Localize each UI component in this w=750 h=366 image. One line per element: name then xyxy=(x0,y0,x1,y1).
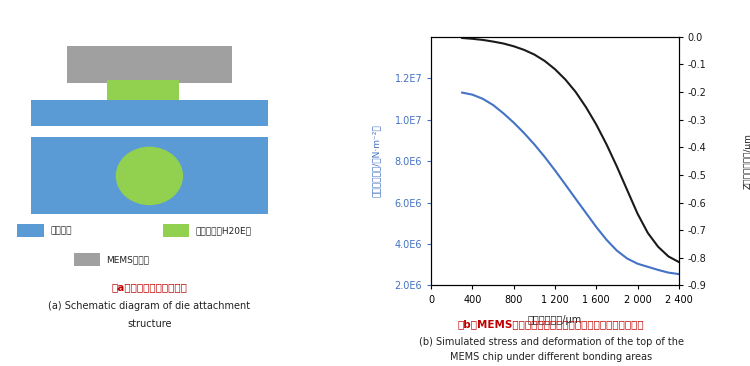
Bar xyxy=(31,100,268,126)
Text: 粘接材料（H20E）: 粘接材料（H20E） xyxy=(196,227,251,235)
Text: (b) Simulated stress and deformation of the top of the: (b) Simulated stress and deformation of … xyxy=(419,337,684,347)
Text: （a）芯片粘贴结构示意图: （a）芯片粘贴结构示意图 xyxy=(112,282,188,292)
Bar xyxy=(106,80,179,103)
Text: 平均等效应力/（N·m⁻²）: 平均等效应力/（N·m⁻²） xyxy=(372,125,381,197)
Bar xyxy=(74,253,100,266)
Text: (a) Schematic diagram of die attachment: (a) Schematic diagram of die attachment xyxy=(48,301,250,311)
Text: （b）MEMS芯片顶部应力和形变与芯片粘接面积关系结果图: （b）MEMS芯片顶部应力和形变与芯片粘接面积关系结果图 xyxy=(458,319,644,329)
Bar xyxy=(31,137,268,214)
Bar xyxy=(163,224,189,237)
Text: 粘贴区域直径/μm: 粘贴区域直径/μm xyxy=(528,315,582,325)
Bar xyxy=(67,46,232,83)
Text: MEMS硬节片: MEMS硬节片 xyxy=(106,255,149,264)
Text: Z方向最大翘曲/μm: Z方向最大翘曲/μm xyxy=(743,133,750,189)
Circle shape xyxy=(116,147,182,205)
Bar xyxy=(17,224,44,237)
Text: 陶瓷基板: 陶瓷基板 xyxy=(50,227,72,235)
Text: structure: structure xyxy=(128,320,172,329)
Text: MEMS chip under different bonding areas: MEMS chip under different bonding areas xyxy=(450,352,652,362)
